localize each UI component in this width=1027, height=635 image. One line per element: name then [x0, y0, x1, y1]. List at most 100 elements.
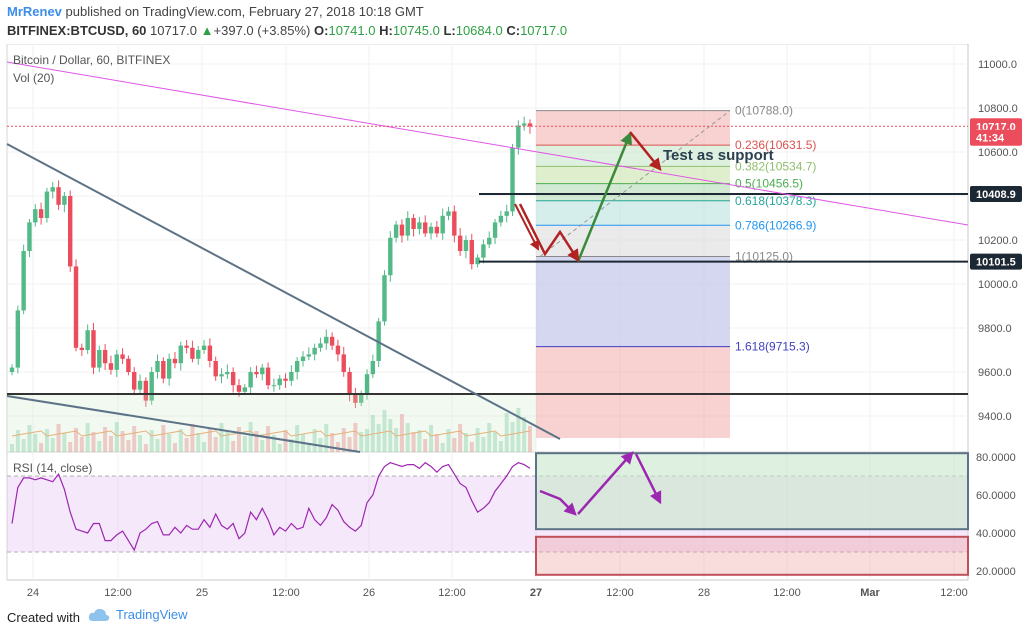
- volume-bar: [353, 423, 358, 452]
- chart-legend-title: Bitcoin / Dollar, 60, BITFINEX: [13, 53, 170, 67]
- candle-body: [393, 224, 399, 238]
- volume-bar: [458, 424, 463, 452]
- last-price: 10717.0: [150, 23, 198, 38]
- candle-body: [242, 387, 247, 392]
- candle-body: [428, 226, 434, 234]
- volume-bar: [516, 408, 521, 452]
- candle-body: [166, 358, 172, 379]
- candle-body: [440, 215, 445, 234]
- volume-bar: [178, 429, 183, 452]
- volume-bar: [475, 428, 480, 452]
- lower-trendline: [6, 395, 361, 453]
- close-label: C:: [506, 23, 521, 38]
- time-tick-label: 12:00: [272, 587, 300, 599]
- volume-bar: [27, 425, 32, 452]
- candle-body: [15, 310, 21, 368]
- volume-bar: [108, 436, 113, 452]
- volume-bar: [493, 432, 498, 452]
- shaded-zone: [7, 395, 536, 452]
- candle-body: [359, 394, 364, 403]
- candle-body: [399, 224, 405, 236]
- up-triangle-icon: ▲: [200, 23, 214, 38]
- tradingview-brand-link[interactable]: TradingView: [88, 607, 188, 622]
- author-link[interactable]: MrRenev: [7, 4, 62, 19]
- chart-canvas[interactable]: 0(10788.0) 0.236(10631.5) 0.382(10534.7) 0.…: [0, 44, 1027, 604]
- candle-body: [68, 196, 73, 267]
- fib-band: [536, 110, 730, 146]
- fib-level-label: 0.382(10534.7): [735, 159, 816, 173]
- candle-body: [457, 235, 463, 251]
- volume-bar: [236, 427, 241, 452]
- volume-bar: [411, 432, 416, 452]
- volume-bar: [44, 429, 49, 452]
- time-tick-label: 25: [196, 587, 208, 599]
- candle-body: [498, 215, 504, 223]
- candle-body: [504, 211, 509, 216]
- price-badge-label: 41:34: [976, 133, 1005, 145]
- red-arrow-small: [514, 203, 539, 251]
- rsi-legend: RSI (14, close): [13, 461, 92, 475]
- volume-bar: [446, 429, 451, 452]
- candle-body: [335, 345, 341, 355]
- candle-body: [132, 372, 137, 390]
- volume-bar: [330, 433, 335, 452]
- volume-bar: [167, 434, 172, 452]
- test-as-support-label[interactable]: Test as support: [663, 147, 774, 164]
- volume-bar: [335, 442, 340, 452]
- candle-body: [230, 372, 236, 386]
- candle-body: [411, 218, 416, 229]
- volume-bar: [79, 437, 84, 452]
- volume-bar: [365, 429, 370, 452]
- candle-body: [126, 358, 131, 372]
- volume-bar: [382, 410, 387, 452]
- fib-level-label: 0.786(10266.9): [735, 218, 816, 232]
- candle-body: [452, 211, 457, 236]
- candle-body: [294, 361, 300, 372]
- price-tick-label: 10200.0: [978, 235, 1018, 247]
- volume-bar: [498, 441, 503, 452]
- volume-bar: [85, 423, 90, 452]
- candle-body: [423, 222, 428, 234]
- time-tick-label: 12:00: [773, 587, 801, 599]
- rsi-tick-label: 80.0000: [976, 452, 1016, 464]
- volume-bar: [341, 428, 346, 452]
- volume-bar: [295, 425, 300, 452]
- candle-body: [27, 222, 32, 251]
- publish-line: MrRenev published on TradingView.com, Fe…: [7, 4, 424, 19]
- volume-bar: [10, 444, 14, 452]
- time-axis[interactable]: 24 12:00 25 12:00 26 12:00 27 12:00 28 12:00 Mar 12…: [27, 587, 968, 599]
- volume-bar: [184, 438, 189, 452]
- volume-bar: [138, 435, 143, 452]
- price-tick-label: 9400.0: [978, 411, 1012, 423]
- candle-body: [318, 343, 323, 348]
- fibonacci-retracement[interactable]: 0(10788.0) 0.236(10631.5) 0.382(10534.7) 0.…: [536, 104, 816, 438]
- candle-body: [108, 363, 114, 370]
- rsi-axis[interactable]: 80.0000 60.0000 40.0000 20.0000: [976, 452, 1016, 578]
- candle-body: [353, 394, 358, 403]
- price-axis[interactable]: 11000.010800.010600.010400.010200.010000…: [970, 59, 1022, 423]
- drawings[interactable]: [6, 61, 969, 453]
- fib-band: [536, 256, 730, 347]
- published-text: published on TradingView.com, February 2…: [65, 4, 424, 19]
- candle-body: [172, 358, 178, 364]
- candle-body: [201, 345, 207, 350]
- descending-trendline: [6, 143, 561, 440]
- fib-band: [536, 166, 730, 184]
- volume-bar: [289, 439, 294, 452]
- candle-body: [341, 354, 346, 372]
- candle-body: [44, 191, 50, 218]
- purple-arrow-down-2: [634, 453, 662, 505]
- candle-body: [388, 237, 393, 276]
- candle-body: [225, 372, 230, 375]
- candle-body: [85, 330, 90, 350]
- volume-bar: [527, 426, 532, 452]
- volume-bar: [463, 433, 468, 452]
- candle-body: [196, 350, 201, 359]
- rsi-tick-label: 60.0000: [976, 490, 1016, 502]
- volume-bar: [306, 443, 311, 452]
- volume-bar: [143, 444, 148, 452]
- volume-bar: [126, 440, 131, 452]
- candle-body: [91, 330, 96, 368]
- candle-body: [149, 372, 154, 401]
- candle-body: [143, 380, 149, 401]
